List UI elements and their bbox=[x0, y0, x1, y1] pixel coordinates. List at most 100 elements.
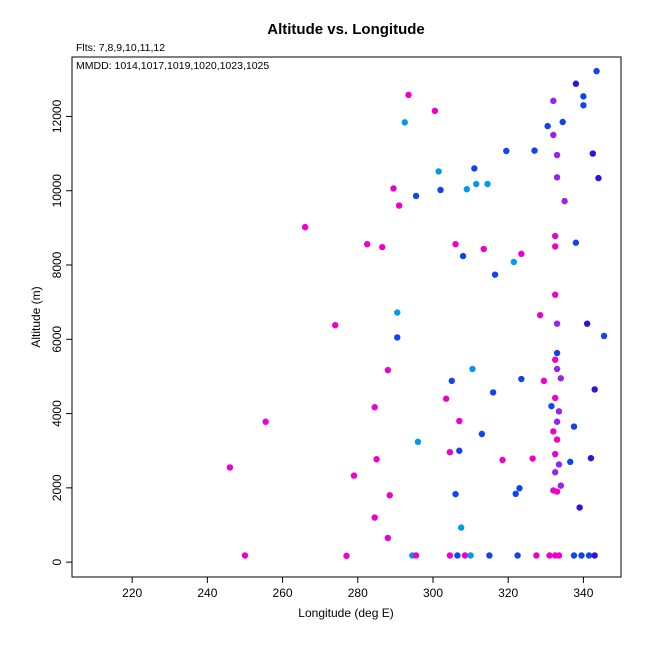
data-point bbox=[572, 239, 580, 246]
data-point bbox=[580, 93, 587, 100]
data-point bbox=[486, 552, 493, 559]
x-tick-label: 320 bbox=[498, 586, 518, 600]
data-point bbox=[363, 241, 371, 248]
data-point bbox=[473, 180, 480, 188]
data-point bbox=[553, 488, 561, 495]
data-point bbox=[561, 197, 568, 205]
data-point bbox=[384, 534, 392, 542]
data-point bbox=[546, 552, 553, 559]
data-point bbox=[580, 102, 587, 109]
data-point bbox=[395, 202, 403, 209]
data-point bbox=[461, 552, 469, 559]
data-point bbox=[394, 334, 401, 341]
data-point bbox=[557, 482, 565, 489]
data-point bbox=[591, 386, 598, 393]
data-point bbox=[536, 311, 544, 319]
data-point bbox=[467, 552, 474, 559]
x-axis-label: Longitude (deg E) bbox=[298, 606, 393, 620]
data-point bbox=[553, 418, 561, 425]
data-point bbox=[499, 456, 506, 464]
data-point bbox=[454, 552, 461, 559]
data-point bbox=[301, 223, 309, 231]
data-point bbox=[544, 122, 551, 130]
data-point bbox=[379, 243, 386, 251]
data-point bbox=[431, 107, 439, 115]
data-point bbox=[555, 552, 563, 559]
data-point bbox=[600, 332, 608, 340]
data-point bbox=[593, 67, 600, 75]
data-point bbox=[371, 404, 378, 411]
data-point bbox=[551, 356, 559, 363]
data-point bbox=[570, 552, 578, 559]
data-point bbox=[576, 504, 583, 511]
data-point bbox=[551, 450, 559, 458]
data-point bbox=[503, 147, 510, 155]
data-point bbox=[489, 389, 497, 396]
data-point bbox=[456, 447, 463, 454]
y-tick-label: 10000 bbox=[50, 174, 64, 208]
data-point bbox=[578, 552, 585, 559]
data-point bbox=[446, 449, 454, 456]
data-point bbox=[518, 250, 525, 258]
data-point bbox=[437, 186, 444, 194]
data-point bbox=[553, 320, 561, 327]
data-point bbox=[551, 394, 559, 402]
data-point bbox=[412, 192, 420, 200]
y-tick-label: 8000 bbox=[50, 251, 64, 278]
data-point bbox=[459, 252, 467, 260]
data-point bbox=[550, 428, 557, 435]
dates-annotation: MMDD: 1014,1017,1019,1020,1023,1025 bbox=[76, 60, 269, 72]
data-point bbox=[555, 461, 563, 468]
x-tick-label: 220 bbox=[122, 586, 142, 600]
data-point bbox=[557, 375, 565, 382]
data-point bbox=[595, 174, 602, 182]
data-point bbox=[540, 377, 548, 385]
data-point bbox=[491, 271, 499, 278]
data-point bbox=[469, 365, 476, 373]
x-axis: 220 240 260 280 300 320 340 bbox=[122, 576, 594, 600]
data-point bbox=[551, 469, 559, 476]
data-point bbox=[463, 186, 471, 193]
data-point bbox=[478, 430, 486, 438]
data-point bbox=[510, 258, 518, 266]
data-point bbox=[583, 320, 591, 327]
data-point bbox=[551, 291, 559, 298]
data-point bbox=[551, 232, 559, 240]
data-point bbox=[587, 454, 595, 462]
data-points bbox=[226, 67, 608, 560]
data-point bbox=[373, 456, 380, 463]
y-tick-label: 12000 bbox=[50, 99, 64, 133]
data-point bbox=[384, 366, 392, 374]
data-point bbox=[572, 80, 580, 87]
data-point bbox=[394, 309, 401, 316]
data-point bbox=[553, 365, 561, 373]
data-point bbox=[551, 243, 559, 250]
data-point bbox=[585, 552, 593, 559]
data-point bbox=[350, 472, 358, 479]
data-point bbox=[390, 185, 397, 192]
data-point bbox=[514, 552, 521, 559]
data-point bbox=[553, 151, 561, 159]
data-point bbox=[550, 131, 557, 139]
data-point bbox=[401, 119, 408, 126]
x-tick-label: 340 bbox=[573, 586, 593, 600]
data-point bbox=[414, 438, 422, 445]
data-point bbox=[559, 118, 566, 126]
data-point bbox=[516, 485, 523, 492]
data-point bbox=[570, 423, 578, 430]
data-point bbox=[405, 91, 412, 99]
data-point bbox=[226, 464, 234, 471]
data-point bbox=[553, 436, 561, 443]
data-point bbox=[435, 168, 442, 175]
data-point bbox=[386, 492, 393, 499]
data-point bbox=[452, 490, 459, 498]
data-point bbox=[533, 552, 540, 559]
data-point bbox=[484, 180, 491, 188]
y-tick-label: 0 bbox=[50, 558, 64, 565]
y-tick-label: 6000 bbox=[50, 326, 64, 353]
y-axis: 0 2000 4000 6000 8000 10000 12000 bbox=[50, 99, 73, 565]
data-point bbox=[550, 97, 557, 105]
data-point bbox=[512, 490, 519, 497]
data-point bbox=[332, 321, 339, 329]
